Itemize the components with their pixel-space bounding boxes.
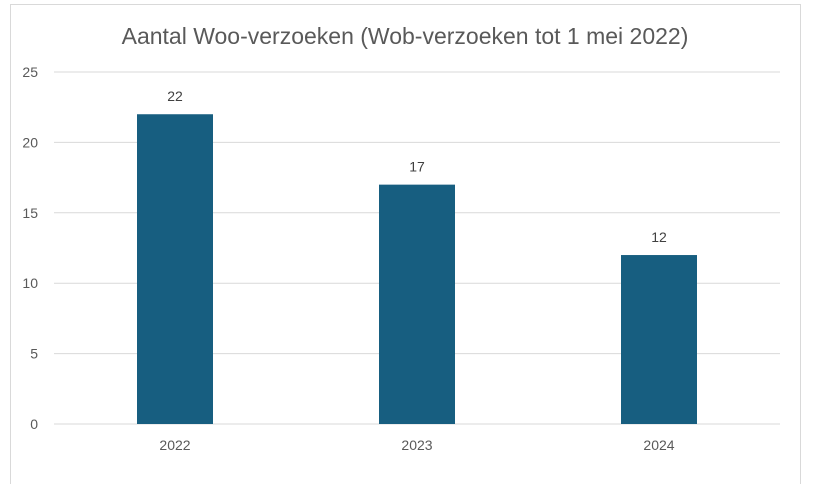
- y-tick-label: 15: [22, 205, 38, 221]
- data-label-2023: 17: [409, 159, 425, 175]
- x-tick-label: 2023: [401, 437, 432, 453]
- data-labels: 22 17 12: [167, 88, 667, 245]
- y-axis-ticks: 0 5 10 15 20 25: [22, 64, 38, 432]
- y-tick-label: 10: [22, 275, 38, 291]
- x-tick-label: 2022: [159, 437, 190, 453]
- y-tick-label: 0: [30, 416, 38, 432]
- bars: [137, 114, 697, 425]
- x-tick-label: 2024: [643, 437, 674, 453]
- y-tick-label: 20: [22, 134, 38, 150]
- y-tick-label: 5: [30, 346, 38, 362]
- bar-2023: [379, 184, 455, 424]
- bar-2024: [621, 255, 697, 424]
- y-tick-label: 25: [22, 64, 38, 80]
- chart-title: Aantal Woo-verzoeken (Wob-verzoeken tot …: [122, 23, 689, 49]
- data-label-2022: 22: [167, 88, 183, 104]
- data-label-2024: 12: [651, 229, 667, 245]
- x-axis-ticks: 2022 2023 2024: [159, 437, 674, 453]
- bar-2022: [137, 114, 213, 425]
